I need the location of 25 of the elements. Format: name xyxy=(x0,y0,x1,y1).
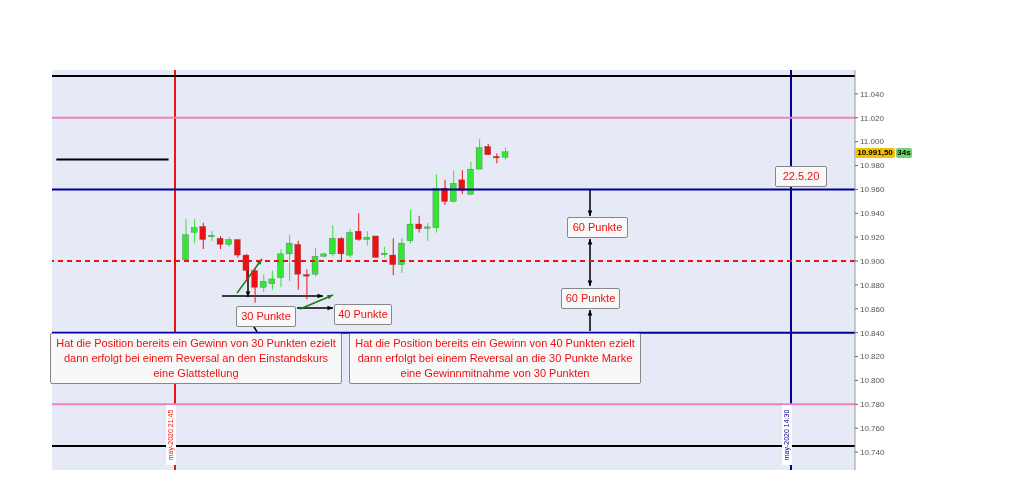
annotation: Hat die Position bereits ein Gewinn von 30 Punkten ezielt dann erfolgt bei einem Reversal an den Einstandskurs eine Glattstellung xyxy=(50,333,342,384)
y-tick-label: 10.960 xyxy=(860,185,886,195)
annotation: 22.5.20 xyxy=(775,166,827,187)
text: 10.991,50 xyxy=(855,148,895,158)
y-tick-label: 10.920 xyxy=(860,233,886,242)
text: 34s xyxy=(896,148,912,158)
annotation: 60 Punkte xyxy=(567,217,628,238)
y-tick-label: 10.980 xyxy=(860,161,886,171)
y-tick-label: 10.820 xyxy=(860,352,886,362)
annotation: 40 Punkte xyxy=(334,304,392,325)
y-tick-label: 10.780 xyxy=(860,400,886,410)
annotation: 60 Punkte xyxy=(561,288,620,309)
y-tick-label: 10.860 xyxy=(860,304,886,314)
y-tick-label: 10.760 xyxy=(860,424,886,434)
annotation: Hat die Position bereits ein Gewinn von 40 Punkten ezielt dann erfolgt bei einem Reversal an die 30 Punkte Marke eine Gewinnmitnahme von 30 Punkten xyxy=(349,333,641,384)
annotation: 30 Punkte xyxy=(236,306,296,327)
y-tick-label: 10.740 xyxy=(860,447,886,457)
y-tick-label: 11.020 xyxy=(860,113,885,123)
y-tick-label: 11.040 xyxy=(860,89,885,99)
y-tick-label: 10.900 xyxy=(860,256,886,266)
y-tick-label: 10.940 xyxy=(860,209,886,219)
y-tick-label: 10.880 xyxy=(860,280,886,290)
y-tick-label: 11.000 xyxy=(860,137,885,147)
y-tick-label: 10.840 xyxy=(860,328,886,338)
y-tick-label: 10.800 xyxy=(860,376,886,386)
